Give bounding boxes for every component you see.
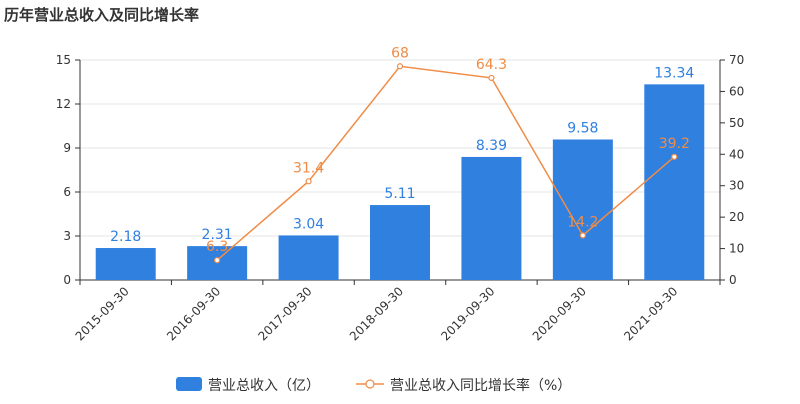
bar	[644, 84, 705, 280]
bar-value-label: 3.04	[293, 216, 324, 232]
legend-line-label: 营业总收入同比增长率（%）	[390, 377, 571, 394]
growth-value-label: 31.4	[293, 160, 324, 176]
chart-title: 历年营业总收入及同比增长率	[4, 6, 200, 24]
legend: 营业总收入（亿） 营业总收入同比增长率（%）	[176, 377, 571, 394]
y-right-tick-label: 10	[729, 242, 744, 256]
line-labels: 6.3 31.4 68 64.3 14.2 39.2	[206, 45, 690, 255]
bar-value-label: 13.34	[654, 65, 694, 81]
x-tick-label: 2015-09-30	[73, 284, 132, 343]
growth-point	[305, 178, 312, 185]
y-left-tick-label: 3	[63, 229, 71, 243]
growth-point	[671, 153, 678, 160]
y-left-tick-label: 9	[63, 141, 71, 155]
line-series	[214, 63, 678, 264]
growth-value-label: 14.2	[567, 214, 598, 230]
x-tick-label: 2019-09-30	[438, 284, 497, 343]
growth-point	[396, 63, 404, 70]
legend-line-marker	[365, 379, 375, 389]
y-right-tick-label: 40	[729, 147, 744, 161]
growth-value-label: 64.3	[476, 57, 507, 73]
bar	[461, 156, 522, 280]
growth-value-label: 6.3	[206, 239, 228, 255]
y-left-tick-label: 0	[63, 273, 71, 287]
growth-point	[579, 232, 586, 239]
bar-value-label: 2.18	[110, 229, 141, 245]
legend-bar-label: 营业总收入（亿）	[208, 378, 320, 394]
x-tick-label: 2018-09-30	[347, 284, 406, 343]
legend-bar-swatch	[176, 377, 202, 391]
bar	[552, 139, 613, 280]
growth-line	[216, 65, 675, 261]
bar	[95, 248, 156, 280]
x-tick-label: 2016-09-30	[164, 284, 223, 343]
y-right-tick-label: 30	[729, 179, 744, 193]
y-left-tick-label: 15	[56, 53, 71, 67]
y-right-tick-label: 70	[729, 53, 744, 67]
growth-point	[214, 257, 221, 264]
x-tick-label: 2021-09-30	[621, 284, 680, 343]
growth-point	[488, 74, 495, 82]
bar-labels: 2.18 2.31 3.04 5.11 8.39 9.58 13.34	[110, 65, 694, 245]
x-tick-label: 2020-09-30	[530, 284, 589, 343]
bar-value-label: 9.58	[567, 120, 598, 136]
bar	[278, 235, 339, 280]
y-left-tick-label: 12	[56, 97, 71, 111]
y-right-tick-label: 20	[729, 210, 744, 224]
growth-value-label: 39.2	[659, 136, 690, 152]
bar-value-label: 5.11	[384, 186, 415, 202]
x-tick-label: 2017-09-30	[255, 284, 314, 343]
y-left-tick-label: 6	[63, 185, 71, 199]
bar-series	[95, 84, 705, 280]
bar	[370, 205, 430, 280]
x-tick-labels: 2015-09-30 2016-09-30 2017-09-30 2018-09-30…	[73, 284, 681, 343]
y-right-tick-label: 60	[729, 84, 744, 98]
bar-value-label: 8.39	[476, 138, 507, 154]
y-right-tick-label: 0	[729, 273, 737, 287]
growth-value-label: 68	[391, 45, 409, 61]
y-right-tick-label: 50	[729, 116, 744, 130]
bar-value-label: 2.31	[202, 227, 233, 243]
